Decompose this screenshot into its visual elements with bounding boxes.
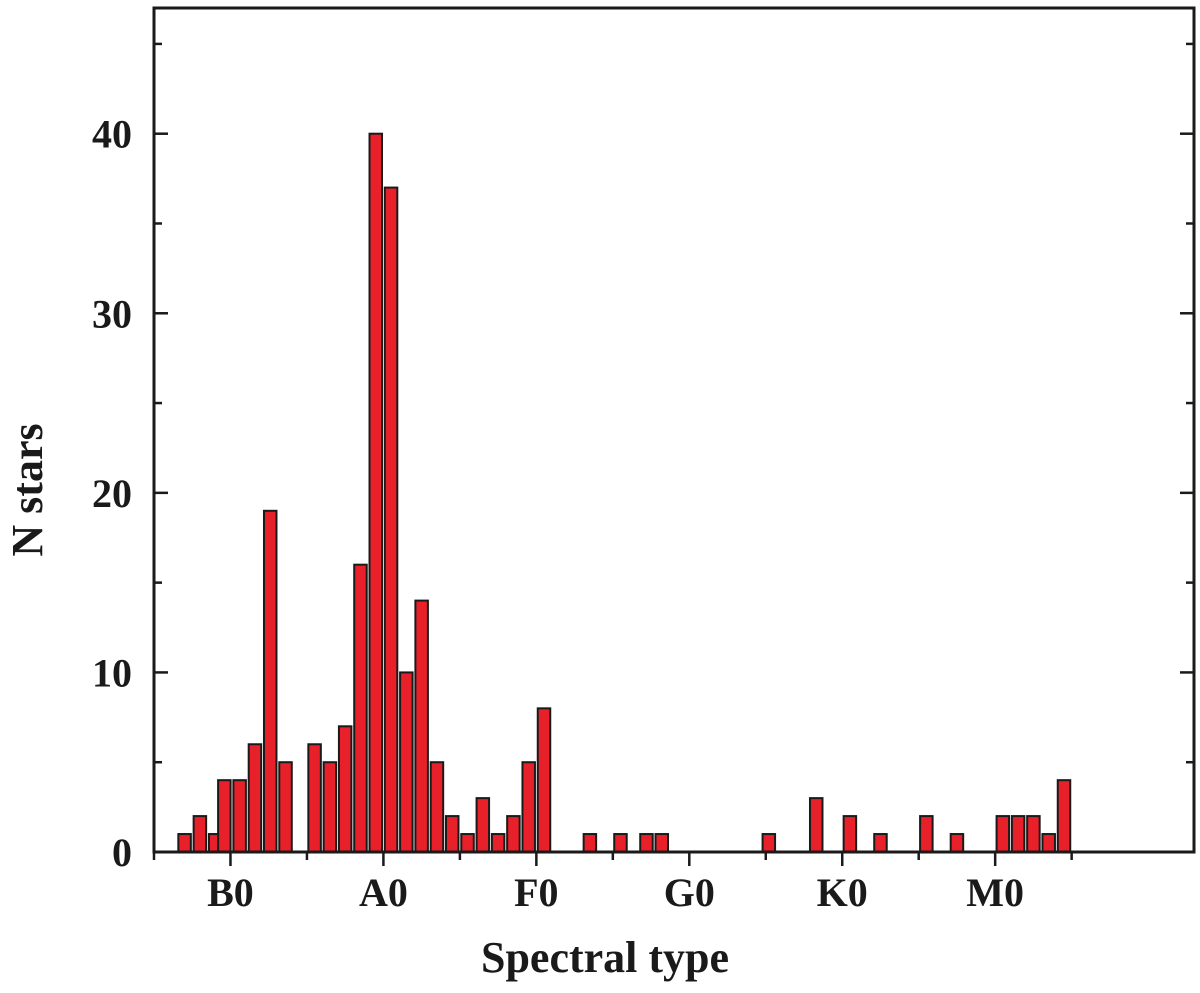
bar-7 (278, 761, 293, 853)
y-tick-label-4: 40 (92, 112, 132, 157)
bar-21 (506, 815, 521, 853)
bar-37 (1041, 833, 1056, 853)
bar-23 (536, 707, 552, 854)
bar-13 (383, 186, 399, 853)
bar-12 (368, 132, 384, 853)
x-axis-title: Spectral type (481, 933, 729, 982)
bar-9 (322, 761, 338, 853)
bar-36 (1026, 815, 1041, 853)
y-axis-title: N stars (3, 423, 52, 556)
y-tick-label-2: 20 (92, 471, 132, 516)
x-tick-label-5: M0 (966, 870, 1024, 915)
bar-29 (808, 797, 824, 854)
bar-5 (247, 743, 263, 853)
bar-1 (192, 815, 208, 853)
bar-3 (217, 779, 232, 854)
bar-33 (949, 833, 965, 853)
bar-16 (429, 761, 445, 853)
bar-18 (460, 833, 475, 853)
x-tick-label-4: K0 (817, 870, 868, 915)
bar-24 (582, 833, 598, 853)
bar-19 (475, 797, 491, 854)
bar-27 (654, 833, 670, 853)
bar-22 (521, 761, 536, 853)
bar-32 (919, 815, 934, 853)
bar-15 (414, 599, 429, 854)
axis-ticks (152, 42, 1194, 866)
bar-0 (177, 833, 192, 853)
bar-4 (232, 779, 247, 854)
bar-35 (1010, 815, 1026, 853)
y-tick-label-1: 10 (92, 650, 132, 695)
x-tick-label-2: F0 (514, 870, 558, 915)
bar-10 (337, 725, 353, 853)
y-tick-label-3: 30 (92, 291, 132, 336)
y-tick-label-0: 0 (112, 830, 132, 875)
bar-20 (490, 833, 506, 853)
bar-30 (842, 815, 858, 853)
bar-28 (761, 833, 777, 853)
x-tick-label-3: G0 (664, 870, 715, 915)
bar-34 (995, 815, 1011, 853)
bar-14 (399, 671, 414, 853)
bar-11 (353, 563, 368, 853)
tick-labels: 0 10 20 30 40 B0 A0 F0 G0 K0 M0 (92, 112, 1024, 915)
bar-38 (1056, 779, 1072, 854)
bar-6 (262, 509, 278, 853)
bar-17 (444, 815, 460, 853)
bar-31 (873, 833, 888, 853)
plot-frame (152, 6, 1196, 854)
bar-26 (639, 833, 654, 853)
x-tick-label-0: B0 (207, 870, 254, 915)
bars (177, 132, 1072, 854)
bar-25 (613, 833, 628, 853)
x-tick-label-1: A0 (359, 870, 408, 915)
bar-8 (307, 743, 322, 853)
